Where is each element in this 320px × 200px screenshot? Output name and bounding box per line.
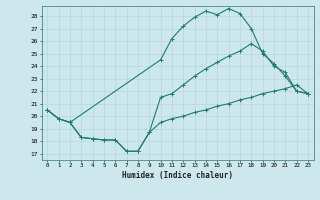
X-axis label: Humidex (Indice chaleur): Humidex (Indice chaleur): [122, 171, 233, 180]
